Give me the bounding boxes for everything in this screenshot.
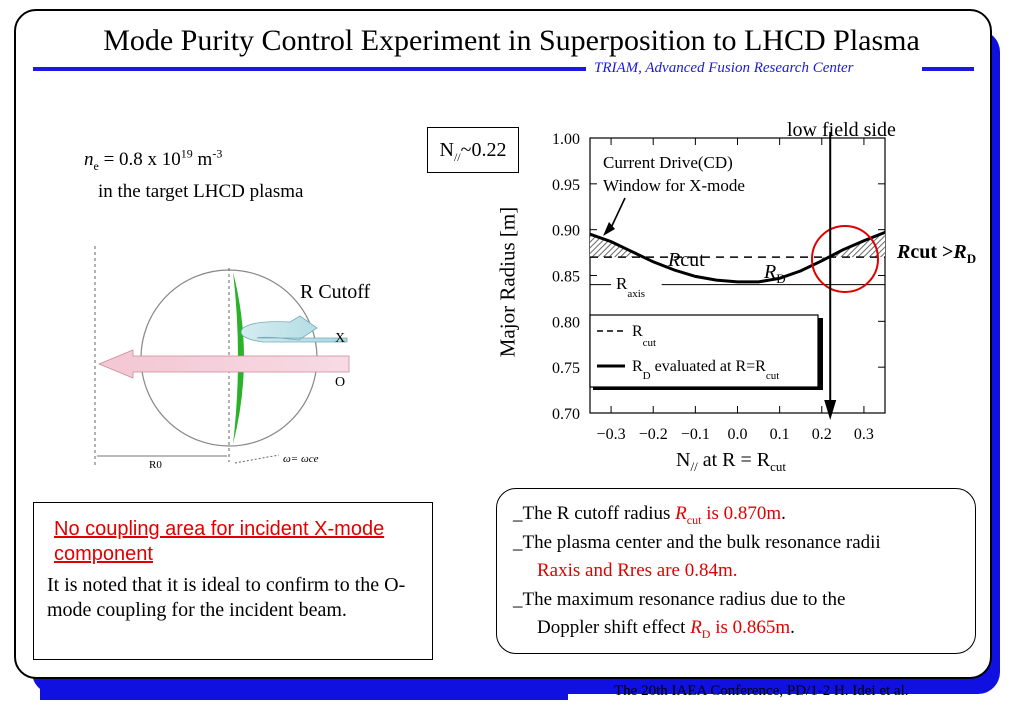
note-body: It is noted that it is ideal to confirm … (47, 574, 406, 621)
y-tick-label: 0.80 (552, 314, 580, 331)
o-mode-label: O (335, 375, 345, 390)
y-tick-label: 0.90 (552, 223, 580, 240)
chart-ticks: −0.3 −0.2 −0.1 0.0 0.1 0.2 0.3 0.70 0.75 0.80 0.85… (552, 131, 885, 443)
cd-window-arrowhead (603, 222, 615, 236)
chart-legend: Rcut RD evaluated at R=Rcut (589, 314, 823, 390)
x-tick-label: 0.3 (854, 426, 874, 443)
y-tick-label: 0.95 (552, 177, 580, 194)
x-tick-label: 0.0 (728, 426, 748, 443)
cutoff-diagram: X O R0 ω= ωce (94, 246, 350, 471)
x-tick-label: 0.1 (770, 426, 790, 443)
r-cutoff-label: R Cutoff (300, 281, 371, 303)
result-line-1: _The R cutoff radius Rcut is 0.870m. (513, 503, 786, 527)
footer-citation: The 20th IAEA Conference, PD/1-2 H. Idei… (614, 683, 909, 699)
bottom-bar (40, 682, 568, 700)
r0-label: R0 (149, 459, 162, 471)
chart-annotations: Current Drive(CD) Window for X-mode Rcut… (603, 132, 879, 420)
cd-window-left (590, 234, 633, 258)
y-axis-label: Major Radius [m] (495, 206, 520, 358)
result-line-4: _The maximum resonance radius due to the (513, 589, 846, 610)
slide-title: Mode Purity Control Experiment in Superp… (103, 24, 920, 57)
npar-box: N//~0.22 (427, 127, 519, 173)
highlight-circle (811, 225, 879, 293)
raxis-label: Raxis (616, 274, 645, 300)
o-mode-arrow (97, 349, 350, 379)
x-tick-label: 0.2 (812, 426, 832, 443)
x-axis-label: N// at R = Rcut (676, 449, 786, 474)
low-field-side-label: low field side (787, 119, 896, 141)
x-tick-label: −0.2 (639, 426, 668, 443)
note-heading: No coupling area for incident X-mode com… (54, 518, 385, 565)
result-line-2: _The plasma center and the bulk resonanc… (513, 532, 881, 553)
note-box: No coupling area for incident X-mode com… (33, 502, 433, 660)
y-tick-label: 0.75 (552, 360, 580, 377)
results-box: _The R cutoff radius Rcut is 0.870m. _Th… (496, 488, 976, 654)
legend-box (589, 314, 819, 388)
density-line-2: in the target LHCD plasma (98, 181, 304, 203)
y-tick-label: 1.00 (552, 131, 580, 148)
subtitle: TRIAM, Advanced Fusion Research Center (594, 60, 854, 76)
chart-series (589, 231, 886, 286)
marker-arrowhead (824, 400, 837, 420)
y-tick-label: 0.85 (552, 269, 580, 286)
title-rule-left (33, 67, 586, 71)
x-tick-label: −0.1 (681, 426, 710, 443)
x-tick-label: −0.3 (597, 426, 626, 443)
y-tick-label: 0.70 (552, 406, 580, 423)
result-line-5: Doppler shift effect RD is 0.865m. (537, 617, 795, 641)
cd-window-pointer (609, 197, 626, 231)
result-line-3: Raxis and Rres are 0.84m. (537, 560, 738, 581)
title-rule-right (922, 67, 974, 71)
rd-solid-curve (589, 231, 886, 284)
density-line-1: ne = 0.8 x 1019 m-3 (84, 147, 223, 174)
omega-pointer (234, 454, 280, 464)
rcut-gt-rd-label: Rcut >RD (897, 241, 977, 266)
cd-window-label-2: Window for X-mode (603, 176, 745, 195)
omega-label: ω= ωce (283, 453, 319, 465)
x-mode-arrow (240, 315, 348, 343)
density-text: ne = 0.8 x 1019 m-3 in the target LHCD p… (84, 142, 303, 204)
x-mode-label: X (335, 331, 345, 346)
cd-window-label-1: Current Drive(CD) (603, 153, 733, 172)
legend-solid-label: RD evaluated at R=Rcut (632, 358, 779, 382)
rcut-curve-label: Rcut (667, 249, 705, 271)
legend-dashed-label: Rcut (632, 323, 656, 349)
rd-curve-label: RD (763, 261, 786, 286)
